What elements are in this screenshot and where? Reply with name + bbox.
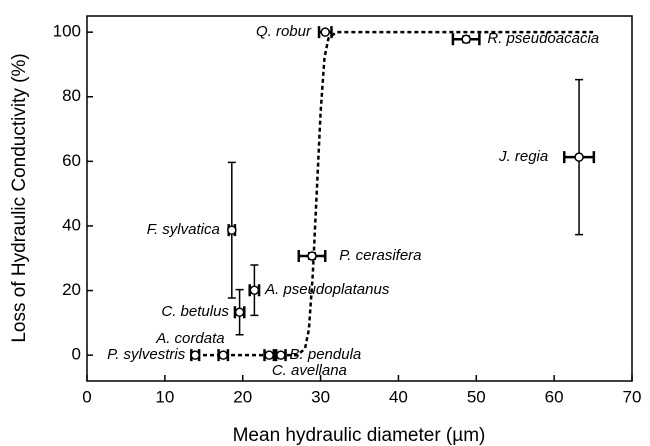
y-tick-label: 0 — [72, 345, 81, 364]
y-axis-label: Loss of Hydraulic Conductivity (%) — [9, 53, 30, 342]
point-label: B. pendula — [290, 346, 362, 363]
y-tick-label: 60 — [62, 151, 81, 170]
point — [461, 34, 471, 45]
point — [264, 350, 274, 360]
point — [218, 350, 228, 360]
x-tick-label: 50 — [467, 387, 486, 406]
y-tick-label: 40 — [62, 215, 81, 234]
point-label: J. regia — [498, 148, 548, 165]
fit-curve — [196, 30, 594, 357]
point-label: C. avellana — [272, 362, 347, 379]
x-tick-label: 40 — [389, 387, 408, 406]
point-label: P. cerasifera — [339, 247, 421, 264]
x-tick-label: 30 — [311, 387, 330, 406]
point — [249, 285, 260, 295]
x-axis-label: Mean hydraulic diameter (µm) — [233, 425, 486, 446]
point — [234, 307, 245, 317]
point — [276, 350, 286, 360]
point-label: Q. robur — [256, 23, 312, 40]
point — [307, 251, 317, 261]
point — [320, 27, 330, 37]
point-label: A. pseudoplatanus — [264, 281, 390, 298]
point-label: F. sylvatica — [147, 221, 220, 238]
point — [190, 350, 200, 360]
x-tick-label: 60 — [545, 387, 564, 406]
x-tick-label: 10 — [155, 387, 174, 406]
y-tick-label: 100 — [53, 22, 81, 41]
y-tick-label: 20 — [62, 280, 81, 299]
x-tick-label: 0 — [82, 387, 91, 406]
point-label: P. sylvestris — [107, 346, 186, 363]
point — [227, 225, 237, 235]
x-tick-label: 70 — [623, 387, 642, 406]
point-label: A. cordata — [155, 330, 224, 347]
point-label: R. pseudoacacia — [487, 30, 599, 47]
y-tick-label: 80 — [62, 86, 81, 105]
x-tick-label: 20 — [233, 387, 252, 406]
plot-frame — [86, 15, 633, 382]
point — [574, 152, 584, 162]
point-label: C. betulus — [161, 303, 229, 320]
